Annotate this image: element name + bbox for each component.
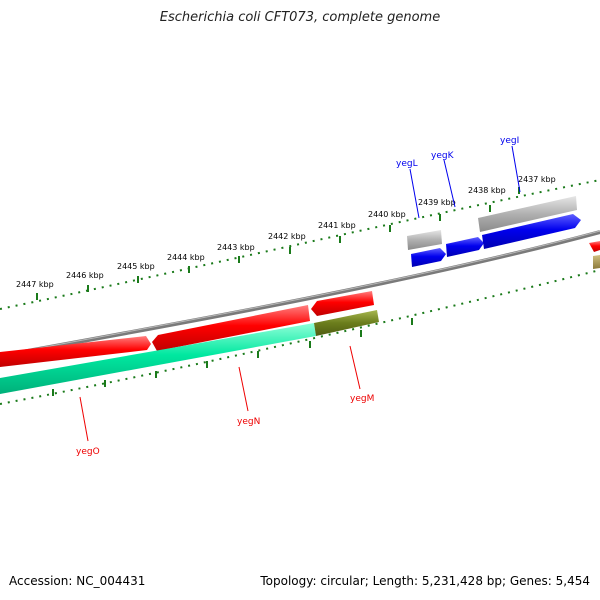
tick-label-2445: 2445 kbp — [117, 262, 155, 271]
tick-label-2442: 2442 kbp — [268, 232, 306, 241]
gene-label-yegN[interactable]: yegN — [237, 417, 260, 427]
inner-major-ticks — [52, 318, 413, 396]
genome-summary-text: Topology: circular; Length: 5,231,428 bp… — [260, 574, 590, 588]
cds-feature-teal[interactable] — [0, 323, 316, 394]
gene-arrow-yegI[interactable] — [482, 214, 581, 249]
rna-feature-yegI[interactable] — [478, 196, 577, 232]
label-leaders-reverse — [79, 345, 361, 442]
tick-label-2444: 2444 kbp — [167, 253, 205, 262]
gene-arrow-offscreen-khaki[interactable] — [593, 255, 600, 269]
map-title: Escherichia coli CFT073, complete genome — [159, 10, 441, 25]
genome-backbone-highlight — [0, 230, 600, 356]
gene-label-yegM[interactable]: yegM — [350, 394, 374, 404]
gene-arrow-yegL[interactable] — [411, 248, 446, 267]
gene-label-yegK[interactable]: yegK — [431, 151, 455, 161]
label-leaders-forward — [409, 145, 521, 219]
tick-label-2443: 2443 kbp — [217, 243, 255, 252]
tick-label-2441: 2441 kbp — [318, 221, 356, 230]
tick-label-2440: 2440 kbp — [368, 210, 406, 219]
gene-label-yegI[interactable]: yegI — [500, 136, 519, 146]
rna-feature-yegL[interactable] — [407, 230, 442, 250]
genome-backbone — [0, 230, 600, 358]
outer-tick-track — [0, 179, 600, 310]
tick-label-2439: 2439 kbp — [418, 198, 456, 207]
gene-arrow-yegM-red[interactable] — [311, 291, 374, 316]
gene-label-yegL[interactable]: yegL — [396, 159, 418, 169]
gene-arrow-yegK[interactable] — [446, 237, 484, 257]
cds-feature-olive[interactable] — [314, 310, 379, 336]
gene-arrow-offscreen-red[interactable] — [589, 241, 600, 252]
outer-major-ticks — [36, 187, 520, 300]
gene-arrow-yegN-red[interactable] — [152, 305, 310, 351]
tick-label-2447: 2447 kbp — [16, 280, 54, 289]
tick-label-2446: 2446 kbp — [66, 271, 104, 280]
accession-text: Accession: NC_004431 — [9, 574, 146, 588]
gene-label-yegO[interactable]: yegO — [76, 447, 100, 457]
tick-label-2437: 2437 kbp — [518, 175, 556, 184]
gene-arrow-yegO-red[interactable] — [0, 336, 151, 367]
tick-label-2438: 2438 kbp — [468, 186, 506, 195]
